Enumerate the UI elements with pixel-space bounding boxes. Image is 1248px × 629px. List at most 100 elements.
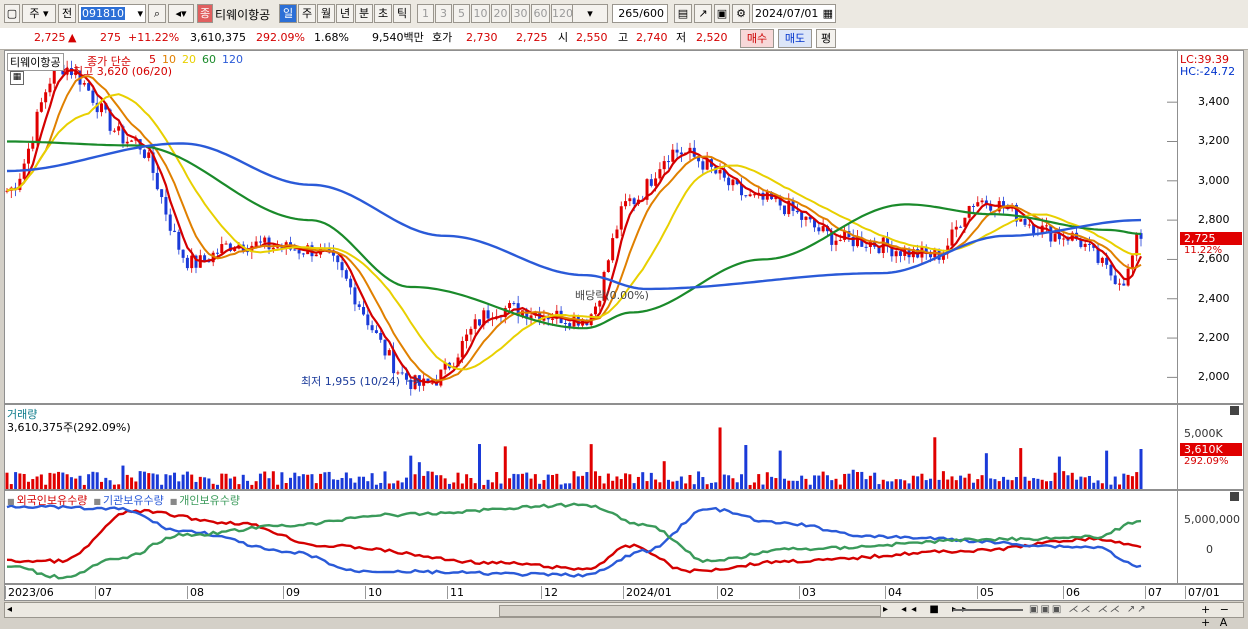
period-tab[interactable]: 월 [317,4,335,23]
close-panel-icon[interactable] [1230,406,1239,415]
volume-bar [1130,476,1134,489]
interval-select[interactable]: ▾ [572,4,608,23]
avg-button[interactable]: 평 [816,29,836,48]
volume-bar [787,480,791,489]
number-tab[interactable]: 3 [435,4,452,23]
candle-body [963,217,967,227]
candle-body [778,196,782,206]
zoom-icons[interactable]: + − + A [1201,603,1232,629]
candle-body [1032,224,1036,234]
chart-scrollbar[interactable]: ◂ ▸ ◂◂ ■ ▸▸ ▣▣▣ ⋌⋌ ⋌⋌ ↗↗ + − + A [4,602,1244,629]
period-tab[interactable]: 틱 [393,4,411,23]
volume-bar [976,479,980,489]
period-tab[interactable]: 분 [355,4,373,23]
volume-bar [1010,480,1014,489]
date-axis-label: 10 [365,586,382,599]
market-select[interactable]: 주 ▾ [22,4,56,23]
playback-controls[interactable]: ▸ ◂◂ ■ ▸▸ [883,604,973,615]
scroll-left-icon[interactable]: ◂ [7,604,13,615]
candle-body [478,319,481,326]
speaker-icon[interactable]: ◂▾ [168,4,194,23]
buy-button[interactable]: 매수 [740,29,774,48]
candle-body [465,334,469,342]
number-tab[interactable]: 30 [511,4,530,23]
volume-bar [1087,475,1091,489]
period-tab[interactable]: 년 [336,4,354,23]
volume-bar [813,475,817,489]
period-tab[interactable]: 초 [374,4,392,23]
candle-body [1019,218,1023,222]
volume-panel[interactable]: 거래량 3,610,375주(292.09%) [4,404,1178,490]
close-panel-icon[interactable] [1230,492,1239,501]
number-tab[interactable]: 5 [453,4,470,23]
volume-bar [121,465,125,489]
candle-body [482,310,486,326]
zoom-slider[interactable] [953,609,1023,611]
volume-bar [91,471,95,489]
chart-type-icon[interactable]: ▤ [674,4,692,23]
number-tab[interactable]: 10 [471,4,490,23]
candle-body [426,378,430,383]
date-axis-label: 11 [447,586,464,599]
legend-ma-label: 종가 단순 [87,55,131,68]
candle-body [1118,283,1122,285]
candle-body [108,109,112,131]
code-input[interactable]: 091810 ▾ [78,4,146,23]
candle-body [654,178,658,186]
number-tab[interactable]: 60 [531,4,550,23]
candle-body [529,315,533,319]
candle-body [173,230,177,232]
number-tab[interactable]: 20 [491,4,510,23]
volume-bar [911,475,915,489]
sell-button[interactable]: 매도 [778,29,812,48]
candle-body [679,152,683,155]
candle-body [142,149,146,158]
gear-icon[interactable]: ⚙ [732,4,750,23]
volume-bar [1027,480,1031,489]
candle-body [946,245,950,254]
volume-bar [1036,478,1040,489]
scroll-thumb[interactable] [499,605,881,617]
period-tab[interactable]: 주 [298,4,316,23]
volume-bar [546,474,550,489]
holdings-legend-item: 기관보유수량 [102,494,164,507]
volume-bar [237,484,241,489]
table-icon[interactable]: ▦ [10,71,24,85]
candle-body [443,362,447,370]
volume-bar [1002,476,1006,489]
holdings-panel[interactable]: ■ 외국인보유수량 ■ 기관보유수량 ■ 개인보유수량 [4,490,1178,584]
volume-bar [314,483,318,489]
count-input[interactable]: 265/600 [612,4,668,23]
period-tab[interactable]: 일 [279,4,297,23]
draw-tool-icon[interactable]: ↗ [694,4,712,23]
volume-bar [1109,484,1113,489]
number-tab[interactable]: 1 [417,4,434,23]
candle-body [473,319,477,329]
number-tab[interactable]: 120 [551,4,573,23]
price-tick-label: 2,200 [1198,331,1230,345]
volume-bar [529,478,533,489]
volume-bar [576,476,580,489]
holdings-chart [6,502,1142,580]
window-menu-icon[interactable]: ▢ [4,4,20,23]
volume-bar [581,475,585,489]
volume-bar [937,479,941,489]
chart-tool-icons[interactable]: ▣▣▣ ⋌⋌ ⋌⋌ ↗↗ [1029,604,1148,615]
candle-body [782,205,786,215]
prev-button[interactable]: 전 [58,4,76,23]
volume-bar [44,484,48,489]
count-total: /600 [639,7,664,20]
search-icon[interactable]: ⌕ [148,4,166,23]
date-input[interactable]: 2024/07/01 ▦ [752,4,836,23]
candle-body [787,200,791,215]
volume-bar [224,473,228,489]
volume-bar [770,476,774,489]
volume-bar [598,475,602,489]
volume-bar [808,484,812,489]
candle-body [168,214,172,231]
arrow-right-icon [407,376,420,386]
volume-bar [147,473,151,489]
current-price: 2,725 [34,31,66,44]
price-chart-panel[interactable]: 최고 3,620 (06/20) 최저 1,955 (10/24) 배당락(0.… [4,50,1178,404]
save-icon[interactable]: ▣ [714,4,730,23]
